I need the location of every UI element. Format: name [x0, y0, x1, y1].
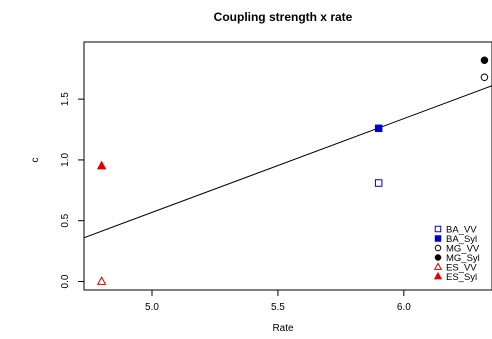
plot-area [83, 41, 492, 291]
y-tick-label: 0.5 [60, 213, 71, 227]
legend-label: MG_VV [446, 244, 480, 255]
regression-line [84, 85, 492, 239]
legend-marker [433, 271, 443, 280]
legend-label: BA_Syl [446, 234, 477, 245]
chart-title: Coupling strength x rate [214, 10, 353, 24]
data-point [374, 124, 383, 133]
data-point [480, 73, 489, 82]
x-tick-label: 6.0 [397, 302, 411, 313]
x-axis-label: Rate [272, 323, 294, 334]
legend-label: MG_Syl [446, 253, 480, 264]
y-axis: 0.0 0.5 1.0 1.5 [60, 92, 85, 288]
y-axis-label: c [30, 158, 41, 163]
data-point [480, 56, 489, 64]
legend-marker [434, 235, 442, 242]
data-points [96, 56, 489, 285]
legend-marker [433, 262, 443, 270]
y-tick-label: 1.0 [60, 153, 71, 167]
plot-frame [83, 41, 492, 291]
legend-marker [434, 225, 442, 233]
data-point [96, 160, 107, 170]
x-tick-label: 5.0 [145, 302, 159, 313]
legend-marker [434, 254, 442, 261]
legend-label: ES_Syl [446, 272, 477, 283]
y-tick-label: 1.5 [60, 92, 71, 106]
x-axis: 5.0 5.5 6.0 [145, 289, 411, 313]
data-point [96, 276, 107, 285]
legend-marker [434, 244, 442, 252]
legend-label: ES_VV [446, 263, 477, 274]
x-tick-label: 5.5 [271, 302, 285, 313]
data-point [374, 179, 383, 187]
y-tick-label: 0.0 [60, 274, 71, 288]
legend-label: BA_VV [446, 225, 477, 236]
